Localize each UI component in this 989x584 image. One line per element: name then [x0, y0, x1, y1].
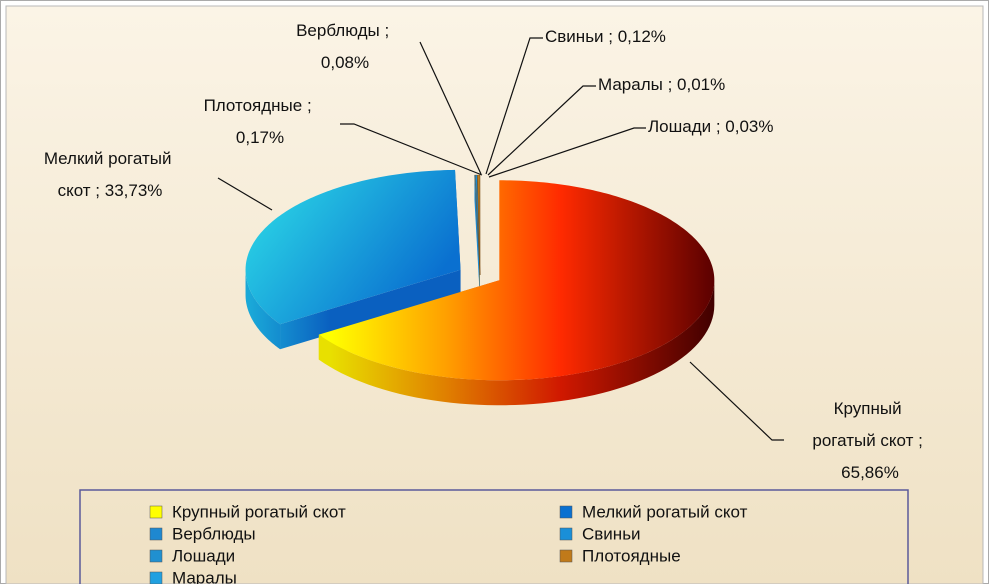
legend-label: Лошади	[172, 546, 235, 565]
legend-label: Свиньи	[582, 524, 641, 543]
data-label: Крупный рогатый скот ; 65,86%	[812, 399, 927, 482]
leader-line	[487, 85, 596, 176]
leader-line	[689, 361, 784, 441]
legend-box	[79, 489, 909, 584]
data-label: Плотоядные ; 0,17%	[204, 96, 317, 147]
legend-swatch	[559, 527, 573, 541]
legend-label: Маралы	[172, 568, 237, 584]
legend: Крупный рогатый скот Мелкий рогатый скот В…	[149, 502, 748, 584]
slice-side	[245, 269, 281, 350]
legend-swatch	[149, 549, 163, 563]
data-label: Лошади ; 0,03%	[648, 117, 774, 136]
data-label: Маралы ; 0,01%	[598, 75, 725, 94]
legend-label: Верблюды	[172, 524, 256, 543]
pie-slice	[318, 180, 715, 381]
legend-swatch	[149, 571, 163, 584]
data-label: Верблюды ; 0,08%	[296, 21, 394, 72]
leader-line	[419, 41, 482, 175]
leader-line	[485, 37, 543, 175]
slice-cut-face	[280, 269, 461, 350]
leader-line	[488, 127, 646, 178]
legend-swatch	[149, 505, 163, 519]
pie-slice	[245, 169, 461, 325]
leader-line	[217, 177, 273, 211]
legend-swatch	[149, 527, 163, 541]
legend-swatch	[559, 505, 573, 519]
legend-label: Плотоядные	[582, 546, 681, 565]
legend-swatch	[559, 549, 573, 563]
data-label: Свиньи ; 0,12%	[545, 27, 666, 46]
legend-label: Мелкий рогатый скот	[582, 502, 748, 521]
data-label: Мелкий рогатый скот ; 33,73%	[44, 149, 176, 200]
legend-label: Крупный рогатый скот	[172, 502, 346, 521]
slice-side	[318, 280, 715, 406]
leader-line	[340, 123, 483, 176]
